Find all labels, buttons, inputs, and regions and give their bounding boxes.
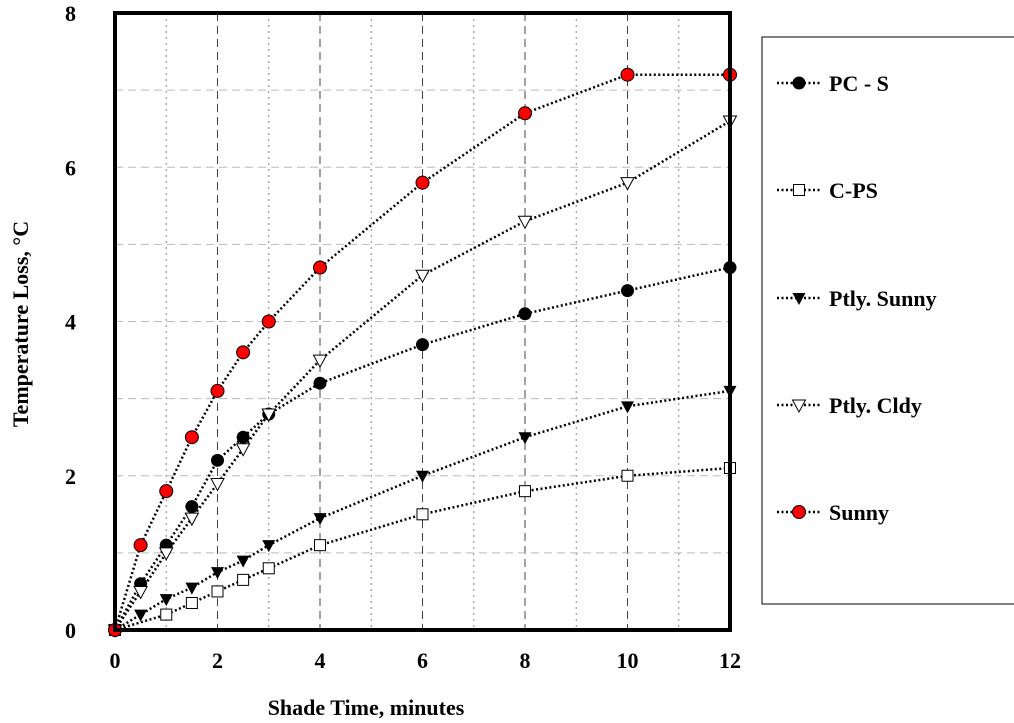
data-point xyxy=(518,106,532,121)
data-point xyxy=(621,284,634,298)
data-point xyxy=(621,469,634,482)
legend-marker xyxy=(792,76,806,90)
data-point xyxy=(160,608,173,621)
x-tick-label: 8 xyxy=(520,648,531,673)
series-layer xyxy=(107,67,738,639)
data-point xyxy=(211,453,224,467)
legend-label: Sunny xyxy=(829,500,889,525)
data-point xyxy=(133,538,148,553)
data-point xyxy=(415,269,430,284)
data-point xyxy=(312,354,328,369)
tick-labels: 0 2 4 6 8 10 12 0 2 4 6 8 xyxy=(65,1,741,673)
legend-marker xyxy=(793,184,805,196)
legend-marker xyxy=(792,505,806,519)
plot-frame xyxy=(113,11,732,632)
data-point xyxy=(416,338,429,352)
grid xyxy=(115,13,730,630)
data-point xyxy=(185,582,199,595)
data-point xyxy=(416,508,429,521)
legend-label: PC - S xyxy=(829,71,889,96)
data-point xyxy=(235,443,251,457)
data-point xyxy=(236,555,250,568)
data-point xyxy=(159,484,174,499)
legend: PC - S C-PS Ptly. Sunny Ptly. Cldy Sunny xyxy=(777,71,937,525)
data-point xyxy=(236,345,251,360)
data-point xyxy=(313,513,327,526)
x-tick-label: 6 xyxy=(417,648,428,673)
data-point xyxy=(158,547,174,561)
data-point xyxy=(519,485,531,498)
data-point xyxy=(133,585,148,600)
data-point xyxy=(185,500,199,514)
legend-label: C-PS xyxy=(829,178,878,203)
legend-marker xyxy=(792,293,806,305)
data-point xyxy=(518,307,532,321)
data-point xyxy=(211,585,224,598)
data-point xyxy=(210,477,225,492)
data-point xyxy=(262,540,276,553)
data-point xyxy=(313,376,327,390)
x-tick-label: 10 xyxy=(617,648,639,673)
x-axis-title: Shade Time, minutes xyxy=(268,695,465,720)
data-point xyxy=(237,573,250,586)
y-tick-label: 6 xyxy=(65,155,76,180)
data-point xyxy=(134,609,148,622)
series-line xyxy=(113,119,731,631)
data-point xyxy=(236,430,250,444)
y-axis-title: Temperature Loss, °C xyxy=(8,221,33,427)
data-point xyxy=(262,562,275,575)
data-point xyxy=(210,383,225,398)
y-tick-label: 0 xyxy=(65,618,76,643)
data-point xyxy=(184,512,200,527)
x-tick-label: 12 xyxy=(719,648,741,673)
data-point xyxy=(517,215,533,230)
data-point xyxy=(159,594,173,607)
data-point xyxy=(185,597,198,610)
data-point xyxy=(620,177,635,191)
data-point xyxy=(415,175,430,190)
data-point xyxy=(261,314,276,329)
y-tick-label: 4 xyxy=(65,310,76,335)
data-point xyxy=(621,401,634,414)
data-point xyxy=(184,430,199,445)
y-tick-label: 8 xyxy=(65,1,76,26)
data-point xyxy=(211,567,224,580)
legend-label: Ptly. Cldy xyxy=(829,393,922,418)
data-point xyxy=(620,67,635,82)
legend-label: Ptly. Sunny xyxy=(829,286,937,311)
data-point xyxy=(518,432,532,445)
data-point xyxy=(261,408,277,423)
data-point xyxy=(314,539,326,552)
data-point xyxy=(416,470,429,483)
y-tick-label: 2 xyxy=(65,464,76,489)
legend-marker xyxy=(791,399,807,414)
x-tick-label: 4 xyxy=(315,648,326,673)
data-point xyxy=(313,260,327,275)
x-tick-label: 0 xyxy=(110,648,121,673)
x-tick-label: 2 xyxy=(212,648,223,673)
series-line xyxy=(114,466,731,632)
series-line xyxy=(114,389,731,632)
